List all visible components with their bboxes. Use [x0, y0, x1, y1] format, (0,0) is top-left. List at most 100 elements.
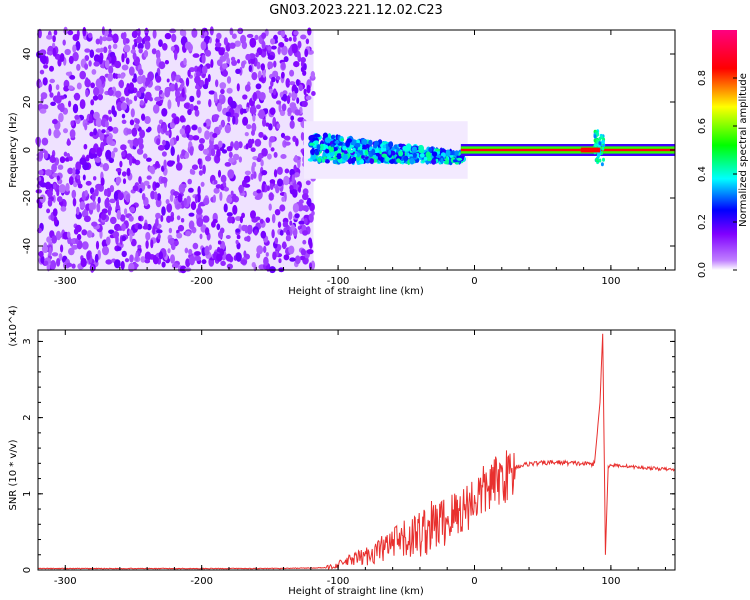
heatmap-cell	[145, 240, 149, 249]
heatmap-cell	[154, 191, 158, 201]
heatmap-cell	[230, 190, 234, 196]
heatmap-cell	[265, 122, 270, 127]
heatmap-cell	[435, 158, 439, 163]
heatmap-cell	[72, 197, 77, 207]
heatmap-cell	[104, 59, 110, 69]
heatmap-cell	[219, 94, 223, 100]
heatmap-cell	[209, 26, 214, 36]
heatmap-cell	[173, 240, 179, 246]
heatmap-cell	[283, 56, 289, 63]
heatmap-cell	[152, 29, 157, 39]
heatmap-cell	[428, 147, 433, 153]
heatmap-cell	[282, 93, 288, 102]
heatmap-cell	[187, 108, 192, 116]
heatmap-cell	[388, 141, 394, 148]
heatmap-cell	[135, 251, 139, 262]
heatmap-cell	[122, 178, 127, 185]
heatmap-cell	[196, 88, 201, 99]
heatmap-cell	[83, 143, 88, 150]
heatmap-cell	[72, 51, 79, 62]
heatmap-cell	[190, 201, 197, 211]
heatmap-cell	[346, 138, 353, 143]
heatmap-cell	[75, 238, 79, 245]
heatmap-cell	[276, 123, 281, 129]
heatmap-cell	[227, 215, 233, 224]
heatmap-cell	[256, 189, 262, 194]
heatmap-cell	[41, 244, 49, 253]
heatmap-cell	[310, 153, 317, 160]
heatmap-cell	[97, 196, 101, 204]
colorbar-label: Normalized spectral amplitude	[738, 73, 749, 227]
heatmap-cell	[202, 148, 210, 155]
heatmap-cell	[58, 184, 66, 194]
heatmap-cell	[269, 179, 276, 184]
heatmap-cell	[292, 35, 297, 43]
heatmap-cell	[263, 256, 269, 266]
heatmap-cell	[148, 165, 155, 174]
heatmap-cell	[45, 181, 52, 190]
heatmap-cell	[204, 245, 210, 256]
heatmap-cell	[261, 32, 267, 39]
heatmap-cell	[337, 154, 342, 160]
heatmap-cell	[210, 148, 216, 157]
heatmap-cell	[376, 152, 380, 157]
heatmap-cell	[268, 88, 274, 94]
heatmap-cell	[158, 39, 163, 47]
heatmap-cell	[271, 45, 277, 50]
heatmap-cell	[91, 69, 97, 75]
heatmap-cell	[218, 124, 223, 131]
heatmap-cell	[298, 199, 304, 205]
heatmap-cell	[281, 71, 285, 79]
heatmap-cell	[111, 55, 115, 66]
heatmap-cell	[271, 213, 276, 224]
heatmap-cell	[236, 234, 241, 240]
heatmap-cell	[223, 51, 229, 60]
heatmap-cell	[454, 150, 459, 156]
heatmap-cell	[168, 227, 173, 234]
heatmap-cell	[57, 164, 64, 170]
heatmap-cell	[249, 105, 257, 115]
heatmap-cell	[225, 111, 232, 117]
heatmap-cell	[105, 36, 113, 42]
heatmap-cell	[329, 151, 335, 157]
heatmap-cell	[229, 42, 236, 49]
heatmap-cell	[184, 151, 190, 159]
heatmap-cell	[201, 259, 207, 265]
heatmap-cell	[64, 48, 71, 56]
heatmap-cell	[205, 49, 212, 57]
heatmap-cell	[282, 241, 287, 250]
heatmap-cell	[310, 71, 315, 79]
heatmap-cell	[68, 55, 74, 65]
heatmap-cell	[169, 138, 175, 148]
heatmap-cell	[53, 128, 61, 139]
heatmap-cell	[305, 95, 312, 101]
heatmap-cell	[283, 135, 291, 140]
heatmap-cell	[255, 83, 262, 90]
heatmap-cell	[172, 191, 180, 196]
heatmap-cell	[95, 117, 103, 128]
heatmap-cell	[232, 204, 238, 215]
heatmap-cell	[440, 157, 444, 165]
heatmap-cell	[241, 60, 245, 69]
heatmap-cell	[49, 92, 54, 98]
heatmap-cell	[248, 65, 252, 72]
heatmap-cell	[188, 220, 195, 230]
heatmap-cell	[147, 126, 152, 132]
heatmap-cell	[52, 47, 56, 57]
heatmap-cell	[90, 99, 95, 106]
heatmap-cell	[271, 229, 275, 239]
heatmap-cell	[342, 145, 347, 151]
heatmap-cell	[277, 178, 283, 187]
heatmap-cell	[283, 254, 290, 261]
heatmap-cell	[240, 259, 248, 265]
heatmap-cell	[203, 122, 207, 127]
heatmap-cell	[238, 156, 242, 163]
heatmap-cell	[381, 153, 388, 158]
heatmap-cell	[220, 88, 225, 95]
heatmap-cell	[66, 138, 71, 146]
heatmap-cell	[117, 192, 124, 201]
heatmap-cell	[202, 215, 210, 223]
heatmap-cell	[155, 212, 161, 219]
heatmap-cell	[41, 137, 49, 146]
